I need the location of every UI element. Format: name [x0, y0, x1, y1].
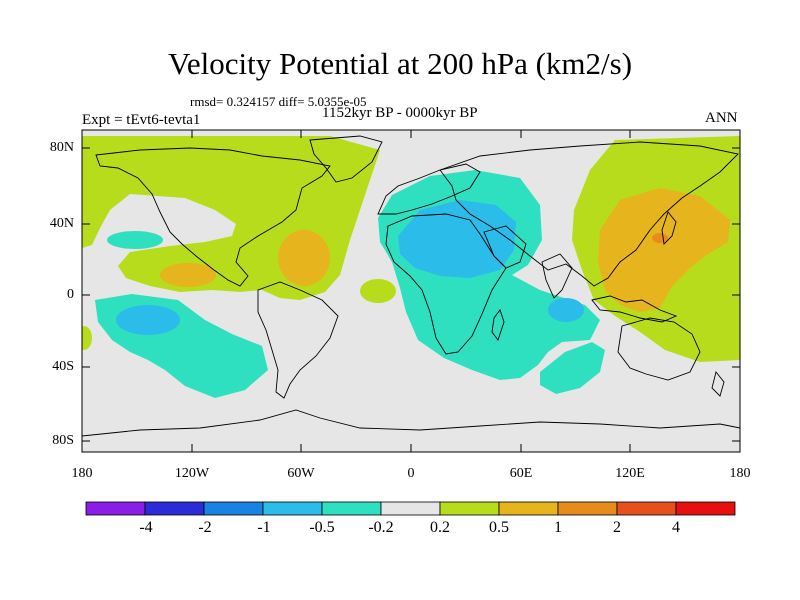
coast-south-america	[257, 281, 339, 399]
colorbar-label: -0.5	[309, 519, 335, 536]
contour-max-east-asia	[652, 233, 668, 243]
contour-high-east-pacific	[160, 263, 216, 287]
lon-label-180e: 180	[729, 466, 751, 481]
lon-label-60e: 60E	[509, 466, 533, 481]
season-label: ANN	[705, 110, 738, 126]
colorbar-swatch	[498, 501, 559, 516]
contour-positive-caribbean	[360, 279, 396, 303]
lat-label-80s: 80S	[52, 433, 74, 448]
contour-low-north-africa	[398, 200, 516, 278]
colorbar-label: 0.5	[489, 519, 509, 536]
coast-japan	[661, 211, 677, 245]
coast-india	[541, 253, 573, 299]
colorbar	[85, 501, 736, 516]
colorbar-label: -4	[139, 519, 153, 536]
colorbar-swatch	[321, 501, 382, 516]
colorbar-swatch	[85, 501, 146, 516]
colorbar-label: 4	[672, 519, 680, 536]
colorbar-swatch	[675, 501, 736, 516]
colorbar-label: -2	[198, 519, 212, 536]
chart-title: Velocity Potential at 200 hPa (km2/s)	[167, 46, 633, 81]
coast-antarctica	[82, 409, 740, 437]
contour-negative-south-indian	[540, 342, 605, 394]
colorbar-swatch	[616, 501, 677, 516]
experiment-label: Expt = tEvt6-tevta1	[82, 112, 201, 128]
coast-north-america	[95, 147, 331, 287]
colorbar-swatch	[557, 501, 618, 516]
map-plot	[82, 130, 740, 452]
colorbar-swatch	[144, 501, 205, 516]
coast-madagascar	[491, 309, 505, 341]
lat-label-40n: 40N	[49, 216, 74, 231]
colorbar-label: 0.2	[430, 519, 450, 536]
lon-label-180w: 180	[71, 466, 93, 481]
colorbar-label: -1	[257, 519, 271, 536]
coast-africa	[385, 213, 507, 355]
coast-eurasia	[439, 141, 739, 287]
coast-australia	[617, 317, 701, 381]
lat-label-80n: 80N	[49, 140, 74, 155]
colorbar-swatch	[439, 501, 500, 516]
contour-low-indian-ocean	[548, 298, 584, 322]
axis-ticks	[82, 130, 740, 452]
contour-positive-south-pacific-edge	[82, 326, 92, 350]
coast-greenland	[309, 135, 383, 183]
coast-indonesia	[591, 295, 678, 323]
colorbar-swatch	[380, 501, 441, 516]
lon-label-60w: 60W	[287, 466, 315, 481]
lat-label-40s: 40S	[52, 359, 74, 374]
colorbar-label: 1	[554, 519, 562, 536]
stats-text: rmsd= 0.324157 diff= 5.0355e-05	[190, 94, 367, 109]
coast-arabia	[483, 225, 527, 269]
colorbar-label: 2	[613, 519, 621, 536]
coast-europe	[377, 163, 481, 215]
lon-label-120e: 120E	[615, 466, 645, 481]
lon-label-120w: 120W	[174, 466, 210, 481]
period-label: 1152kyr BP - 0000kyr BP	[322, 105, 478, 121]
colorbar-swatch	[203, 501, 264, 516]
coast-new-zealand	[711, 371, 725, 397]
contour-negative-north-pacific	[107, 231, 163, 249]
lon-label-0: 0	[407, 466, 415, 481]
colorbar-label: -0.2	[368, 519, 394, 536]
lat-label-0: 0	[67, 287, 74, 302]
colorbar-swatch	[262, 501, 323, 516]
contour-high-east-asia	[598, 188, 730, 312]
contour-high-atlantic	[278, 230, 330, 286]
coastlines	[82, 135, 740, 437]
contour-low-south-pacific	[116, 305, 180, 335]
